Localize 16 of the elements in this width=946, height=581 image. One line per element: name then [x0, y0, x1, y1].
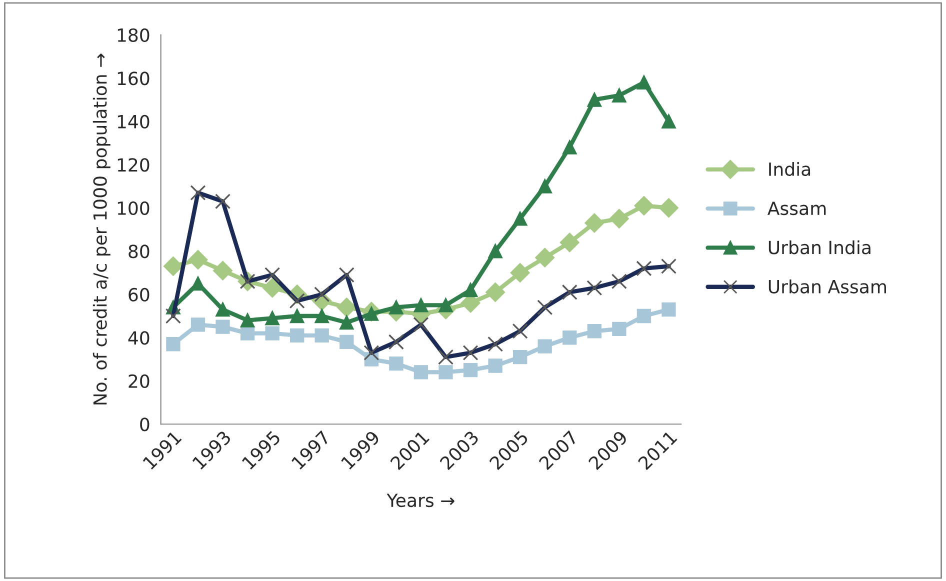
- y-tick-label: 160: [118, 72, 150, 86]
- legend-label: Urban India: [768, 240, 870, 254]
- legend-label: Urban Assam: [768, 279, 886, 294]
- y-tick-label: 100: [118, 201, 150, 215]
- legend-label: Assam: [768, 202, 826, 216]
- y-tick-label: 180: [118, 28, 150, 42]
- y-axis-title: No. of credit a/c per 1000 population →: [92, 54, 110, 404]
- y-tick-label: 140: [118, 114, 150, 128]
- y-tick-label: 60: [128, 288, 150, 302]
- legend-label: India: [769, 162, 810, 176]
- y-tick-label: 0: [140, 418, 150, 432]
- x-axis-title: Years →: [386, 494, 454, 508]
- y-tick-label: 20: [128, 374, 150, 388]
- y-tick-label: 120: [118, 158, 150, 172]
- y-tick-label: 80: [128, 244, 150, 258]
- y-tick-label: 40: [128, 331, 150, 345]
